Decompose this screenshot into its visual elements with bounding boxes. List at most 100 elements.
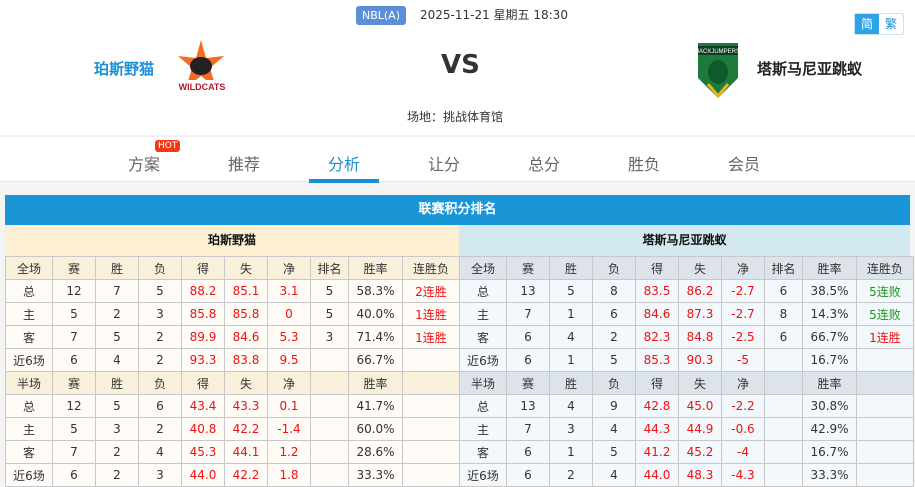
table-row: 总 12 7 5 88.2 85.1 3.1 5 58.3% 2连胜: [5, 279, 460, 303]
table-cell: 2: [95, 302, 139, 326]
table-cell: 16.7%: [802, 348, 857, 372]
table-cell: 38.5%: [802, 279, 857, 303]
column-header: 失: [678, 256, 722, 280]
table-row: 主 5 2 3 85.8 85.8 0 5 40.0% 1连胜: [5, 302, 460, 326]
tab-recommend[interactable]: 推荐: [227, 155, 260, 174]
table-cell: -2.7: [721, 279, 765, 303]
table-cell: 42.9%: [802, 417, 857, 441]
tab-total[interactable]: 总分: [527, 155, 560, 174]
table-cell: -5: [721, 348, 765, 372]
table-cell: 6: [506, 348, 550, 372]
table-cell: 90.3: [678, 348, 722, 372]
table-header-row: 半场赛胜负得失净 胜率: [459, 371, 914, 395]
table-cell: 主: [5, 302, 53, 326]
tab-moneyline[interactable]: 胜负: [627, 155, 660, 174]
tab-bar: 方案 HOT 推荐 分析 让分 总分 胜负 会员: [0, 136, 915, 183]
column-header: 净: [721, 371, 765, 395]
table-cell: 1连胜: [402, 302, 460, 326]
tab-analysis[interactable]: 分析: [327, 155, 360, 174]
table-cell: 2: [592, 325, 636, 349]
table-cell: [310, 440, 349, 464]
table-cell: 总: [5, 279, 53, 303]
table-cell: 42.2: [224, 417, 268, 441]
table-cell: [402, 394, 460, 418]
away-standings: 塔斯马尼亚跳蚁 全场赛胜负得失净排名 胜率 连胜负总 13 5 8 83.5 86.2 -2.7…: [459, 225, 914, 487]
column-header: 净: [721, 256, 765, 280]
away-team-name[interactable]: 塔斯马尼亚跳蚁: [757, 60, 863, 78]
table-cell: 5: [592, 348, 636, 372]
column-header: 赛: [52, 371, 96, 395]
tab-handicap[interactable]: 让分: [427, 155, 460, 174]
table-header-row: 全场赛胜负得失净排名 胜率 连胜负: [459, 256, 914, 280]
table-cell: [764, 348, 803, 372]
table-cell: 7: [506, 302, 550, 326]
column-header: 胜: [549, 256, 593, 280]
table-cell: [402, 440, 460, 464]
table-cell: [310, 394, 349, 418]
svg-text:JACKJUMPERS: JACKJUMPERS: [696, 49, 740, 55]
league-badge[interactable]: NBL(A): [356, 6, 406, 25]
vs-label: VS: [441, 50, 480, 80]
table-cell: 主: [459, 302, 507, 326]
table-row: 近6场 6 4 2 93.3 83.8 9.5 66.7%: [5, 348, 460, 372]
home-standings-team: 珀斯野猫: [5, 225, 459, 256]
traditional-button[interactable]: 繁: [884, 17, 897, 31]
column-header: [310, 371, 349, 395]
table-cell: 60.0%: [348, 417, 403, 441]
table-cell: 13: [506, 394, 550, 418]
column-header: 得: [635, 371, 679, 395]
table-cell: 2: [549, 463, 593, 487]
home-standings: 珀斯野猫 全场赛胜负得失净排名 胜率 连胜负总 12 7 5 88.2 85.1 3.1 5 58.…: [5, 225, 460, 487]
table-cell: 总: [459, 279, 507, 303]
table-cell: 3: [310, 325, 349, 349]
table-cell: 2连胜: [402, 279, 460, 303]
column-header: 排名: [764, 256, 803, 280]
match-header: NBL(A) 2025-11-21 星期五 18:30 简 繁 珀斯野猫 WIL…: [0, 0, 915, 135]
table-row: 主 5 3 2 40.8 42.2 -1.4 60.0%: [5, 417, 460, 441]
table-cell: 6: [52, 348, 96, 372]
table-row: 总 13 5 8 83.5 86.2 -2.7 6 38.5% 5连败: [459, 279, 914, 303]
table-cell: 43.3: [224, 394, 268, 418]
table-cell: -0.6: [721, 417, 765, 441]
table-cell: 45.3: [181, 440, 225, 464]
table-cell: 9.5: [267, 348, 311, 372]
table-cell: 0: [267, 302, 311, 326]
home-team-name[interactable]: 珀斯野猫: [94, 60, 155, 78]
tab-plans[interactable]: 方案: [127, 155, 160, 174]
table-cell: 4: [549, 325, 593, 349]
table-cell: 85.1: [224, 279, 268, 303]
table-cell: 2: [95, 440, 139, 464]
table-cell: 5: [310, 302, 349, 326]
column-header: 胜: [95, 256, 139, 280]
table-cell: 84.6: [224, 325, 268, 349]
table-cell: 主: [459, 417, 507, 441]
table-cell: 82.3: [635, 325, 679, 349]
table-cell: 7: [95, 279, 139, 303]
table-cell: 85.8: [224, 302, 268, 326]
table-cell: 44.1: [224, 440, 268, 464]
table-cell: [764, 440, 803, 464]
language-switch[interactable]: 简 繁: [854, 13, 904, 35]
table-cell: 3: [138, 302, 182, 326]
table-cell: 近6场: [5, 463, 53, 487]
table-cell: 1.8: [267, 463, 311, 487]
table-cell: 5: [95, 325, 139, 349]
table-cell: 7: [52, 440, 96, 464]
table-cell: 9: [592, 394, 636, 418]
table-cell: 1: [549, 348, 593, 372]
table-cell: 86.2: [678, 279, 722, 303]
table-cell: 30.8%: [802, 394, 857, 418]
table-cell: 40.0%: [348, 302, 403, 326]
column-header: 全场: [5, 256, 53, 280]
table-cell: 93.3: [181, 348, 225, 372]
table-cell: 2: [95, 463, 139, 487]
table-cell: 2: [138, 348, 182, 372]
column-header: 连胜负: [856, 256, 914, 280]
table-cell: 89.9: [181, 325, 225, 349]
table-cell: 6: [506, 440, 550, 464]
column-header: 得: [181, 371, 225, 395]
column-header: 赛: [506, 371, 550, 395]
tab-member[interactable]: 会员: [727, 155, 760, 174]
simplified-button[interactable]: 简: [855, 14, 879, 34]
column-header: 胜率: [802, 256, 857, 280]
